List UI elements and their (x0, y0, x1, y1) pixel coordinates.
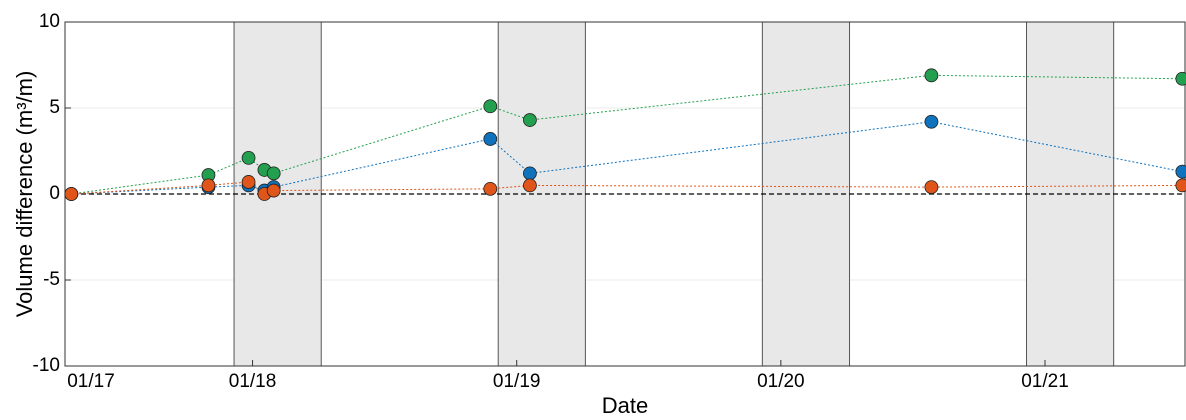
data-point (266, 166, 281, 181)
y-tick-label: -5 (43, 269, 60, 290)
data-point (483, 99, 498, 114)
y-axis-label: Volume difference (m³/m) (12, 71, 37, 318)
data-point (924, 68, 939, 83)
data-point (241, 150, 256, 165)
x-tick-label: 01/19 (493, 371, 541, 392)
data-point (266, 183, 281, 198)
x-tick-label: 01/17 (67, 371, 115, 392)
data-point (1175, 178, 1186, 193)
y-tick-label: 10 (39, 11, 60, 32)
data-point (523, 166, 537, 181)
data-point (201, 178, 216, 193)
y-tick-label: 5 (49, 97, 60, 118)
x-tick-label: 01/18 (229, 371, 277, 392)
x-tick-label: 01/21 (1021, 371, 1069, 392)
y-tick-label: -10 (33, 355, 60, 376)
data-point (1175, 71, 1186, 86)
y-tick-label: 0 (49, 183, 60, 204)
data-point (1175, 164, 1186, 179)
data-point (924, 180, 939, 195)
x-axis-label: Date (602, 393, 648, 418)
data-point (64, 187, 79, 201)
series-line (71, 74, 1183, 195)
data-point (924, 114, 939, 129)
data-point (483, 132, 498, 146)
series-line (71, 121, 1183, 195)
data-point (483, 181, 498, 196)
data-point (523, 113, 537, 127)
x-tick-label: 01/20 (757, 371, 805, 392)
data-point (523, 178, 537, 193)
data-point (241, 175, 256, 189)
